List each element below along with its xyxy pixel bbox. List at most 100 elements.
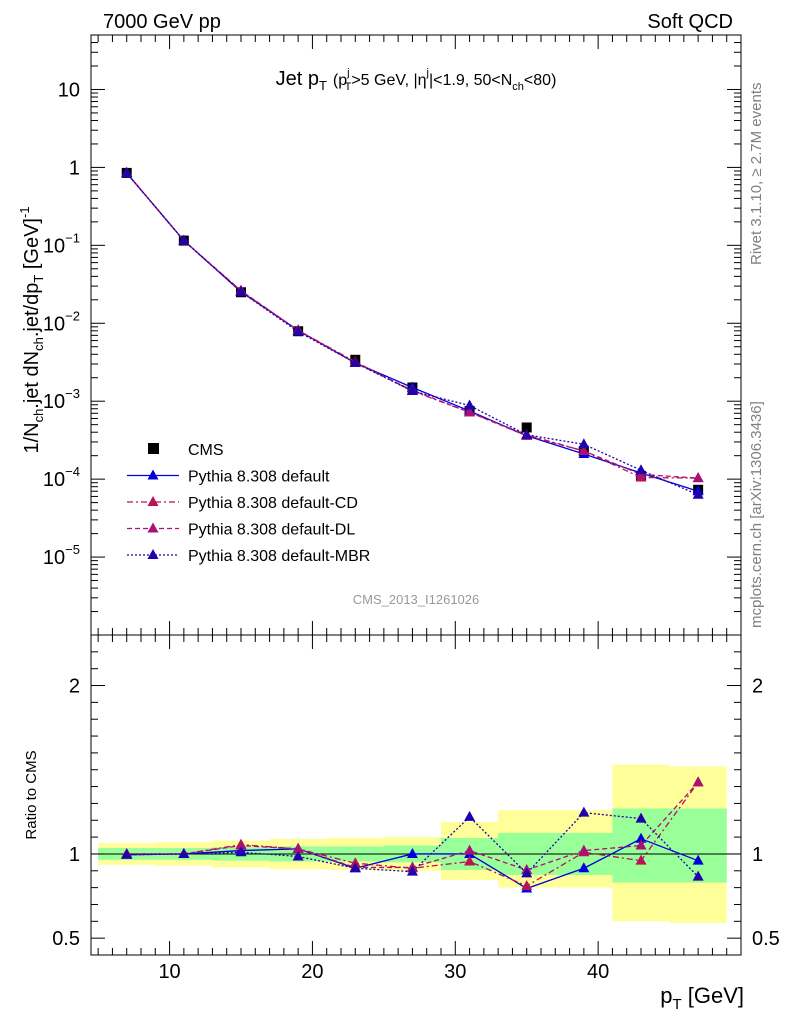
cms-data-point <box>521 422 532 433</box>
y-tick-label: 1 <box>69 157 80 179</box>
ratio-series-mbr <box>121 806 704 881</box>
y-tick-label: 10−4 <box>43 464 80 491</box>
legend-item-cms: CMS <box>148 442 224 459</box>
ylabel-mid: .jet dN <box>21 351 43 409</box>
rivet-label: Rivet 3.1.10, ≥ 2.7M events <box>748 83 765 266</box>
title-main-sub: T <box>319 78 327 93</box>
cd-line <box>126 172 699 479</box>
main-y-axis-label: 1/Nch.jet dNch.jet/dpT [GeV]-1 <box>17 206 46 453</box>
y-tick-label: 10−1 <box>43 230 80 257</box>
y-tick-label: 10−5 <box>43 542 80 569</box>
series-cd <box>121 166 704 483</box>
legend-marker <box>147 469 159 480</box>
mbr-marker <box>235 285 247 296</box>
header-right: Soft QCD <box>647 11 733 33</box>
ratio-dl-marker <box>235 839 247 850</box>
dl-line <box>126 172 699 479</box>
ratio-mbr-marker <box>521 867 533 878</box>
ratio-mbr-marker <box>178 847 190 858</box>
ratio-cd-marker <box>635 854 647 865</box>
legend-item-mbr: Pythia 8.308 default-MBR <box>127 548 370 565</box>
legend-label: Pythia 8.308 default <box>188 469 330 486</box>
ratio-mbr-marker <box>635 812 647 823</box>
x-tick-label: 10 <box>158 961 180 983</box>
legend-item-default: Pythia 8.308 default <box>127 469 330 486</box>
ratio-plot-frame <box>90 634 742 956</box>
mbr-marker <box>464 399 476 410</box>
ratio-y-tick-label-right: 2 <box>752 676 763 698</box>
title-cond-end: <80) <box>524 72 556 89</box>
ylabel-sub3: T <box>31 275 46 283</box>
mbr-marker <box>692 488 704 499</box>
x-tick-label: 40 <box>587 961 609 983</box>
ratio-dl-marker <box>578 844 590 855</box>
ratio-default-marker <box>635 832 647 843</box>
main-plot-title: Jet pT (pj T>5 GeV, |ηj|<1.9, 50<Nch<80) <box>276 67 557 93</box>
legend-item-dl: Pythia 8.308 default-DL <box>127 522 355 539</box>
legend-marker <box>147 522 159 533</box>
xlabel-p: p <box>660 983 672 1008</box>
ratio-mbr-marker <box>578 806 590 817</box>
title-cond-rest2: |<1.9, 50<N <box>429 72 512 89</box>
legend-label: Pythia 8.308 default-CD <box>188 495 358 512</box>
title-cond-sup: j <box>346 67 349 79</box>
legend-label: Pythia 8.308 default-DL <box>188 522 355 539</box>
ratio-mbr-marker <box>235 846 247 857</box>
legend-label: CMS <box>188 442 224 459</box>
dl-marker <box>692 472 704 483</box>
ratio-y-tick-label: 2 <box>69 676 80 698</box>
ratio-dl-marker <box>692 776 704 787</box>
ratio-cd-line <box>126 781 699 887</box>
ratio-y-tick-label-right: 0.5 <box>752 928 780 950</box>
band-inner-bin <box>669 808 727 883</box>
ratio-mbr-marker <box>121 848 133 859</box>
ratio-dl-marker <box>635 839 647 850</box>
mbr-marker <box>635 464 647 475</box>
ratio-mbr-marker <box>349 862 361 873</box>
legend-item-cd: Pythia 8.308 default-CD <box>127 495 358 512</box>
ratio-y-tick-label: 0.5 <box>52 928 80 950</box>
xlabel-sub: T <box>672 996 681 1013</box>
ylabel-sub: ch <box>31 409 46 423</box>
legend-marker <box>147 496 159 506</box>
mbr-marker <box>406 385 418 396</box>
mbr-marker <box>521 428 533 439</box>
ratio-y-tick-label: 1 <box>69 844 80 866</box>
ratio-dl-marker <box>292 842 304 853</box>
ratio-mbr-marker <box>292 850 304 861</box>
title-cond-rest: >5 GeV, |η <box>351 72 426 89</box>
ratio-mbr-marker <box>692 870 704 881</box>
main-series-group <box>121 166 704 499</box>
ratio-default-marker <box>692 854 704 865</box>
ylabel-unit: [GeV] <box>21 218 43 275</box>
mbr-marker <box>578 438 590 449</box>
y-tick-label: 10−2 <box>43 308 80 335</box>
title-main: Jet p <box>276 68 319 90</box>
title-cond-sub: T <box>345 81 352 93</box>
legend: CMS Pythia 8.308 default Pythia 8.308 defa… <box>127 442 370 565</box>
ratio-mbr-marker <box>406 865 418 876</box>
ylabel-unit-sup: -1 <box>17 206 32 218</box>
ylabel-a: 1/N <box>21 422 43 453</box>
mcplots-label: mcplots.cern.ch [arXiv:1306.3436] <box>748 401 765 628</box>
main-axis-ticks: 10 1 10−1 10−2 10−3 10−4 10−5 <box>43 34 741 636</box>
title-cond-sup2: j <box>426 67 429 79</box>
title-cond-sub2: ch <box>512 81 524 93</box>
x-tick-label: 20 <box>301 961 323 983</box>
ratio-y-tick-label-right: 1 <box>752 844 763 866</box>
ratio-y-axis-label: Ratio to CMS <box>23 750 40 839</box>
mbr-marker <box>178 234 190 245</box>
series-dl <box>121 166 704 483</box>
ratio-mbr-marker <box>464 810 476 821</box>
legend-swatch <box>148 443 159 454</box>
ylabel-sub2: ch <box>31 337 46 351</box>
dl-marker <box>464 406 476 417</box>
ratio-default-marker <box>578 862 590 873</box>
mbr-marker <box>292 325 304 336</box>
analysis-watermark: CMS_2013_I1261026 <box>353 592 480 607</box>
ratio-cd-marker <box>464 855 476 866</box>
ratio-cd-marker <box>521 879 533 890</box>
main-plot-frame <box>90 34 742 636</box>
ylabel-mid2: .jet/dp <box>21 283 43 337</box>
x-tick-label: 30 <box>444 961 466 983</box>
